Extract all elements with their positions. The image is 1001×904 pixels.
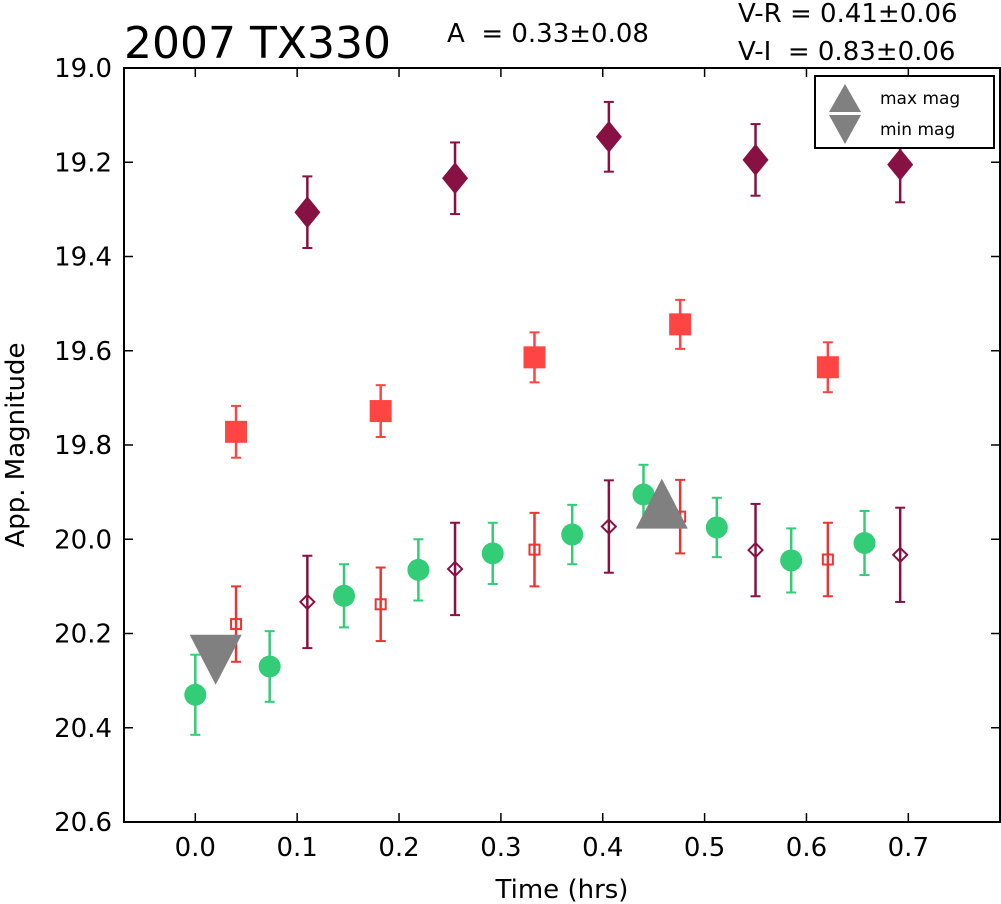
plot-frame <box>123 67 1001 823</box>
data-point-diamond <box>595 120 622 153</box>
data-point-circle <box>258 655 281 678</box>
data-point-circle <box>853 532 876 555</box>
x-tick-label: 0.1 <box>276 833 317 863</box>
legend-max-mag-marker <box>829 84 861 112</box>
color-index-vi-label: V-I = 0.83±0.06 <box>738 37 955 67</box>
y-tick-label: 19.0 <box>54 54 112 84</box>
data-point-diamond <box>742 143 769 176</box>
data-point-diamond <box>891 546 909 564</box>
data-point-diamond <box>298 593 316 611</box>
legend: max mag min mag <box>814 75 995 149</box>
data-point-square <box>230 618 243 631</box>
data-point-square <box>528 543 541 556</box>
plot-area <box>184 100 914 736</box>
x-tick-label: 0.6 <box>786 833 827 863</box>
color-index-vr-label: V-R = 0.41±0.06 <box>738 0 958 29</box>
data-point-square <box>374 598 387 611</box>
data-point-circle <box>632 483 655 506</box>
y-tick-label: 20.4 <box>54 714 112 744</box>
x-axis-label: Time (hrs) <box>495 875 629 904</box>
data-point-square <box>225 420 248 443</box>
data-point-circle <box>184 683 207 706</box>
min-mag-marker <box>189 634 242 685</box>
y-tick-label: 20.2 <box>54 620 112 650</box>
data-point-diamond <box>600 518 618 535</box>
data-point-diamond <box>747 541 764 559</box>
y-tick-label: 19.6 <box>54 337 112 367</box>
max-mag-marker <box>635 478 688 529</box>
data-point-circle <box>333 584 356 607</box>
y-tick-label: 19.2 <box>54 148 112 178</box>
chart-title: 2007 TX330 <box>124 18 391 69</box>
x-tick-label: 0.4 <box>582 833 623 863</box>
data-point-circle <box>561 523 584 546</box>
data-point-diamond <box>887 148 914 181</box>
y-tick-label: 20.0 <box>54 525 112 555</box>
data-point-diamond <box>442 162 469 195</box>
amplitude-label: A = 0.33±0.08 <box>447 19 649 49</box>
x-tick-label: 0.5 <box>684 833 725 863</box>
data-point-square <box>669 313 692 336</box>
x-tick-label: 0.7 <box>888 833 929 863</box>
data-point-square <box>816 356 839 379</box>
data-point-square <box>369 400 392 423</box>
y-axis-label: App. Magnitude <box>1 342 31 547</box>
data-point-circle <box>705 516 728 539</box>
legend-min-mag-marker <box>829 115 861 144</box>
y-tick-label: 20.6 <box>54 808 112 838</box>
data-point-square <box>523 346 546 369</box>
data-point-circle <box>481 542 504 565</box>
data-point-circle <box>780 549 803 572</box>
y-tick-label: 19.4 <box>54 243 112 273</box>
data-point-diamond <box>446 560 464 578</box>
x-tick-label: 0.0 <box>175 833 216 863</box>
legend-min-mag-label: min mag <box>880 120 955 140</box>
data-point-square <box>821 553 834 566</box>
legend-max-mag-label: max mag <box>880 89 960 109</box>
axis-ticks: 0.0 0.1 0.2 0.3 0.4 0.5 0.6 0.7 19.0 19.2 19.4 19.6… <box>54 54 1000 863</box>
data-point-circle <box>407 558 430 581</box>
x-tick-label: 0.3 <box>480 833 521 863</box>
data-point-diamond <box>294 196 321 229</box>
x-tick-label: 0.2 <box>378 833 419 863</box>
y-tick-label: 19.8 <box>54 431 112 461</box>
